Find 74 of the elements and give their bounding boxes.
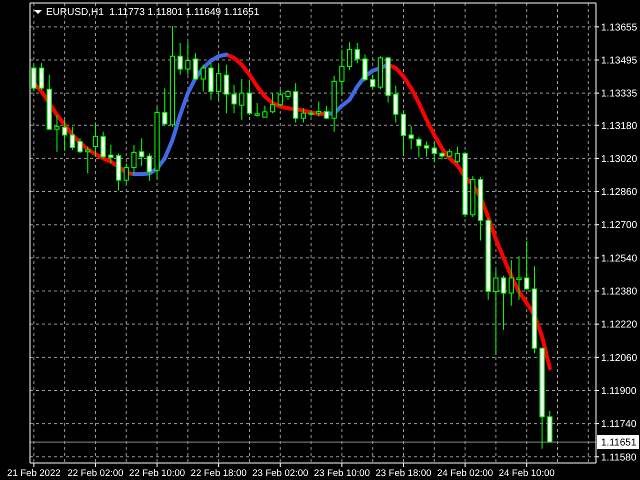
y-tick-label: 1.12380 <box>601 286 638 298</box>
x-tick-label: 23 Feb 02:00 <box>252 468 308 479</box>
candlestick <box>262 105 268 118</box>
candlestick <box>85 146 90 174</box>
candlestick <box>92 122 98 158</box>
x-tick-label: 22 Feb 10:00 <box>129 468 186 479</box>
candlestick <box>239 78 244 120</box>
candlestick <box>285 89 291 100</box>
candlestick <box>162 88 168 126</box>
candlestick <box>38 62 44 90</box>
candlestick <box>231 84 237 114</box>
candlestick <box>346 42 352 70</box>
x-tick-label: 23 Feb 10:00 <box>314 468 370 479</box>
candlestick <box>131 144 137 174</box>
candlestick <box>324 105 330 120</box>
candlestick <box>246 79 252 116</box>
candlestick <box>124 162 129 184</box>
candlestick <box>416 136 422 158</box>
x-tick-label: 23 Feb 18:00 <box>375 468 432 479</box>
candlestick <box>362 54 368 82</box>
candlestick <box>208 62 214 100</box>
candlestick <box>54 114 60 152</box>
candlestick <box>146 152 152 182</box>
candlestick <box>200 64 206 92</box>
candlestick <box>108 144 114 164</box>
candlestick <box>300 108 306 124</box>
candlestick <box>139 138 144 167</box>
candlestick <box>70 126 75 151</box>
x-tick-label: 21 Feb 2022 <box>7 468 61 479</box>
x-tick-label: 22 Feb 18:00 <box>190 468 247 479</box>
y-tick-label: 1.13180 <box>601 120 638 132</box>
candlestick <box>370 74 376 89</box>
candlestick <box>339 49 344 96</box>
x-tick-label: 22 Feb 02:00 <box>67 468 124 479</box>
y-tick-label: 1.11740 <box>601 419 637 430</box>
y-tick-label: 1.13655 <box>601 22 638 34</box>
candlestick <box>493 269 499 356</box>
y-tick-label: 1.12220 <box>601 320 638 331</box>
candlestick <box>524 240 530 290</box>
candlestick <box>432 141 437 163</box>
x-tick-label: 24 Feb 02:00 <box>437 468 494 479</box>
chart-title: EURUSD,H1 1.11773 1.11801 1.11649 1.11651 <box>46 7 260 18</box>
y-tick-label: 1.12700 <box>601 220 638 232</box>
candlestick <box>77 138 83 154</box>
ref-line-label: 1.11651 <box>601 438 637 449</box>
candlestick <box>185 42 190 76</box>
x-tick-label: 24 Feb 10:00 <box>498 468 555 479</box>
candlestick <box>178 42 183 76</box>
candlestick <box>62 119 68 152</box>
candlestick <box>278 89 283 108</box>
candlestick <box>100 131 106 159</box>
y-tick-label: 1.12060 <box>601 352 638 364</box>
candlestick <box>424 141 430 158</box>
candlestick <box>316 100 322 118</box>
y-tick-label: 1.12860 <box>601 187 638 198</box>
candlestick <box>454 146 460 164</box>
y-tick-label: 1.11900 <box>601 386 637 397</box>
candlestick <box>192 52 198 80</box>
candlestick <box>393 85 398 124</box>
candlestick <box>516 256 522 300</box>
candlestick <box>400 109 406 155</box>
candlestick <box>216 64 222 100</box>
candlestick <box>508 260 514 306</box>
candlestick <box>224 64 229 114</box>
y-tick-label: 1.12540 <box>601 253 638 264</box>
y-tick-label: 1.11580 <box>601 452 637 464</box>
y-tick-label: 1.13335 <box>601 88 638 100</box>
candlestick <box>500 275 506 330</box>
y-tick-label: 1.13495 <box>601 55 638 66</box>
candlestick <box>270 92 276 114</box>
y-tick-label: 1.13020 <box>601 154 638 165</box>
candlestick <box>254 102 260 118</box>
candlestick <box>408 125 414 150</box>
candlestick <box>354 42 360 64</box>
